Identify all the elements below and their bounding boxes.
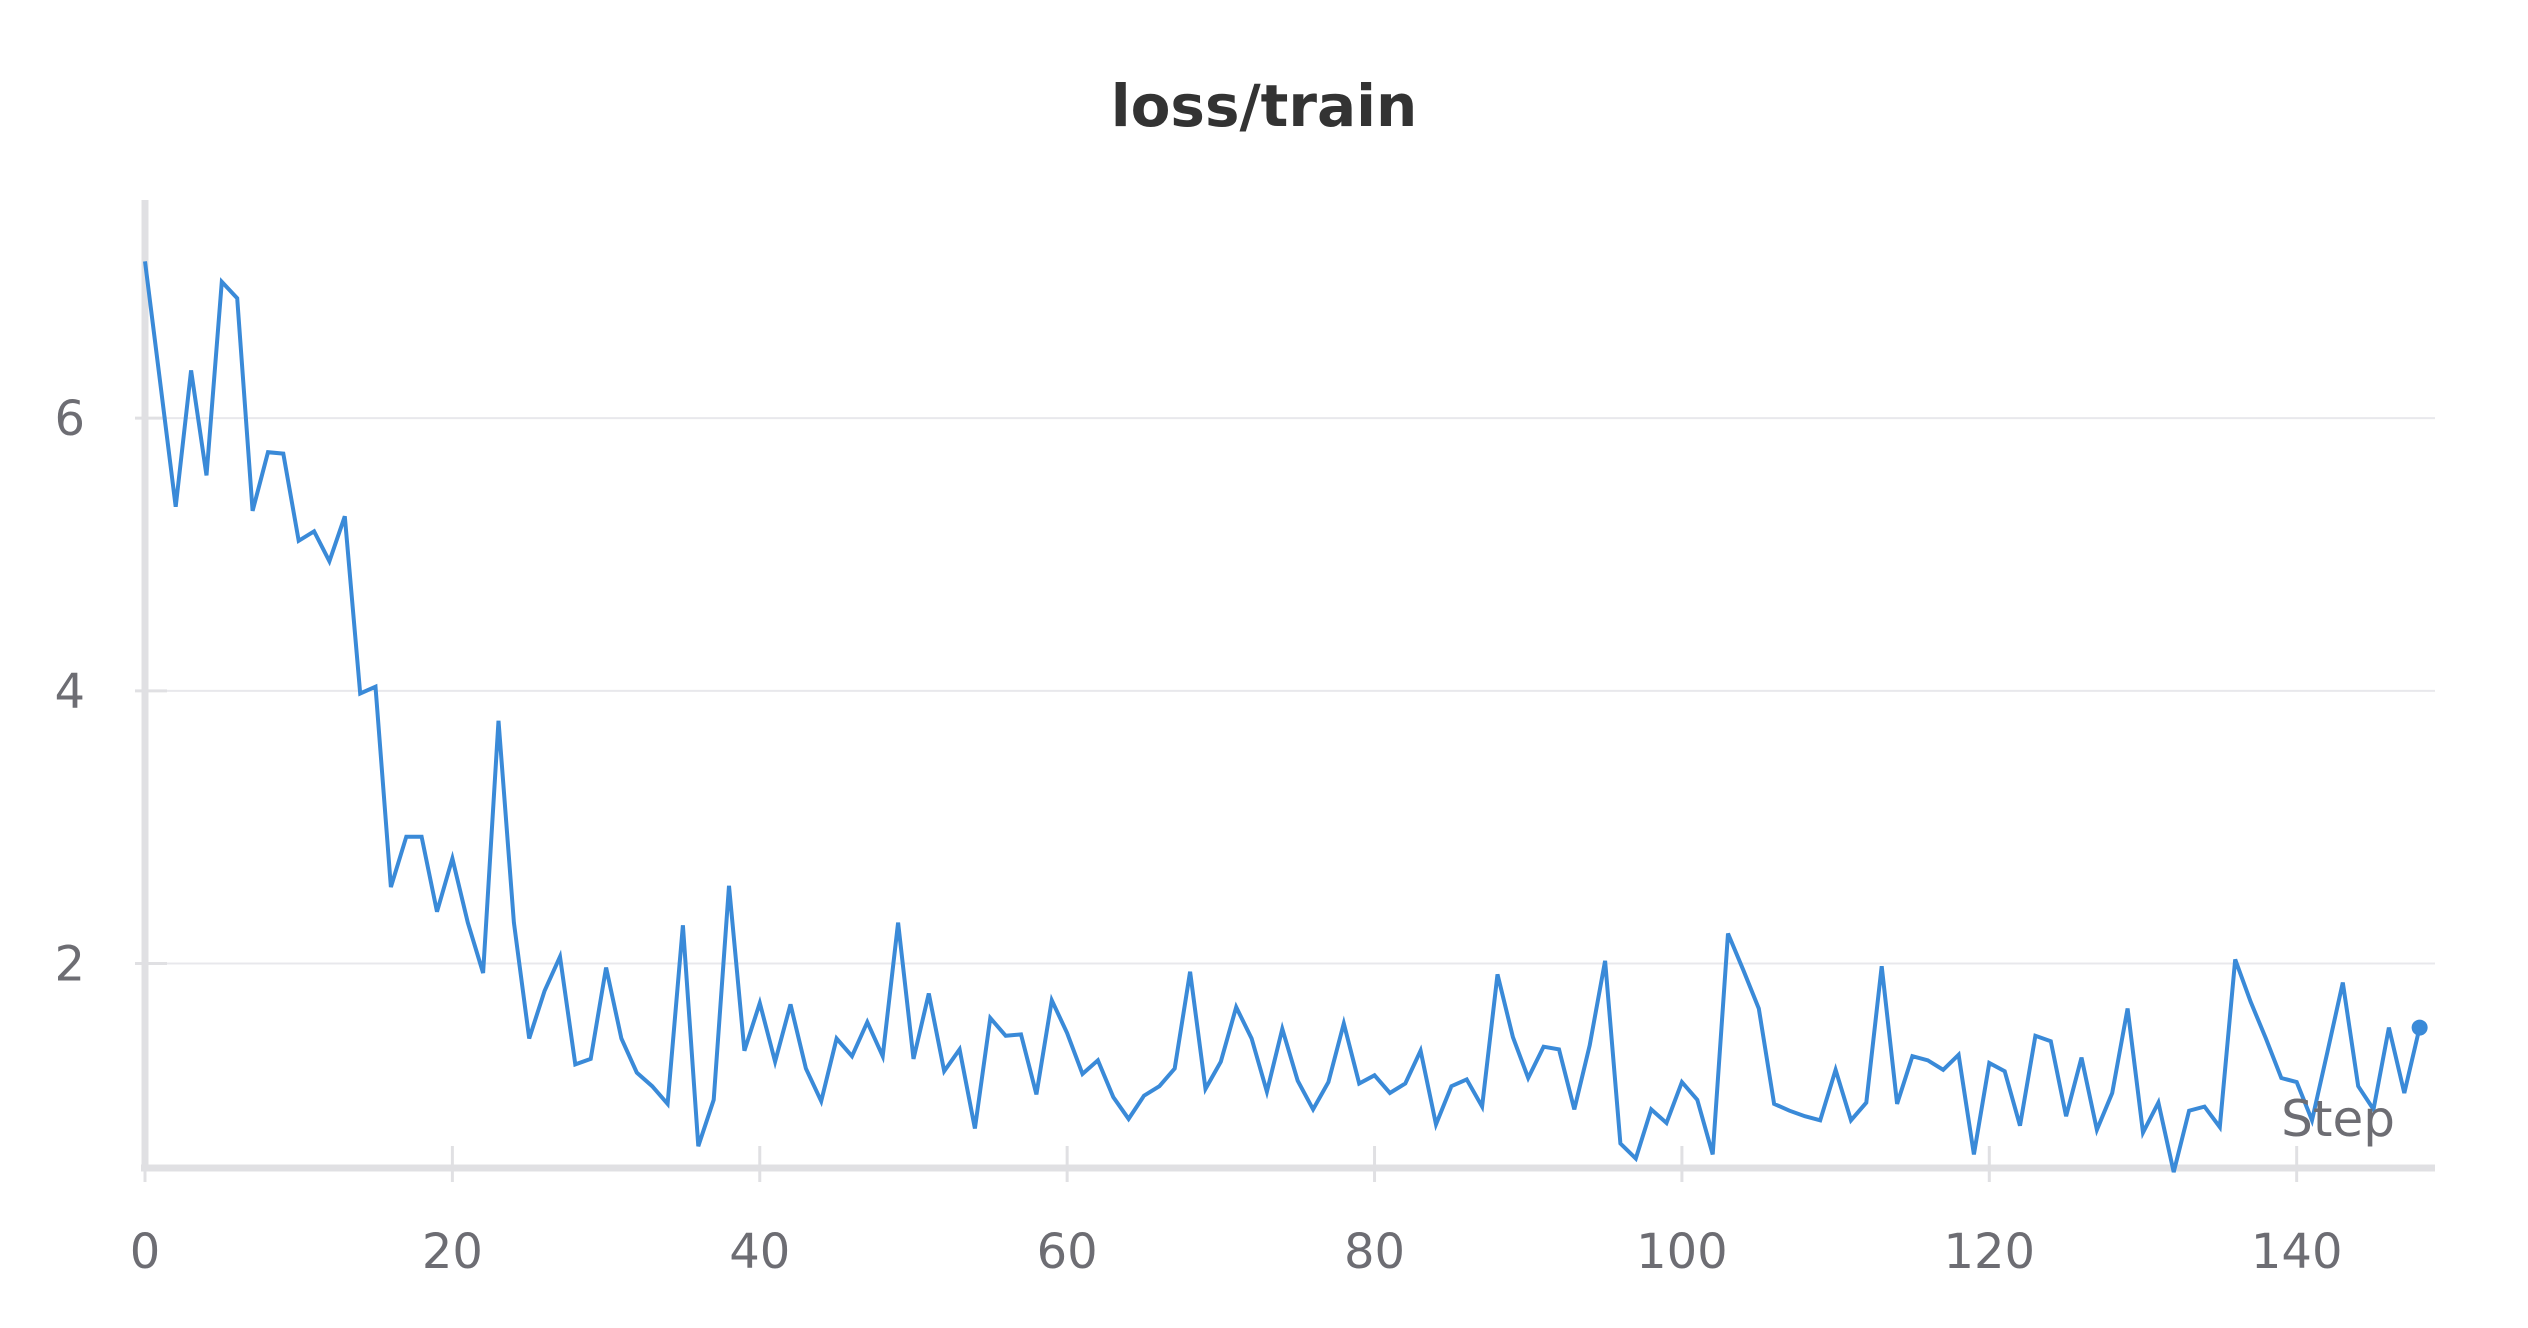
chart-title: loss/train <box>1111 72 1418 140</box>
x-axis-label: Step <box>2281 1090 2395 1148</box>
x-tick-label: 100 <box>1636 1224 1728 1280</box>
x-tick-label: 0 <box>130 1224 161 1280</box>
x-tick-label: 140 <box>2251 1224 2343 1280</box>
y-tick-label: 6 <box>54 391 85 447</box>
x-tick-label: 120 <box>1943 1224 2035 1280</box>
series-line <box>143 261 2422 1173</box>
x-tick-label: 80 <box>1344 1224 1405 1280</box>
y-tick-label: 4 <box>54 664 85 720</box>
axes <box>135 200 2435 1182</box>
x-tick-label: 20 <box>422 1224 483 1280</box>
last-point-marker <box>2411 1019 2428 1036</box>
series-layer <box>143 261 2428 1173</box>
y-tick-label: 2 <box>54 936 85 992</box>
grid-lines <box>145 417 2435 965</box>
x-tick-label: 40 <box>729 1224 790 1280</box>
x-tick-label: 60 <box>1037 1224 1098 1280</box>
